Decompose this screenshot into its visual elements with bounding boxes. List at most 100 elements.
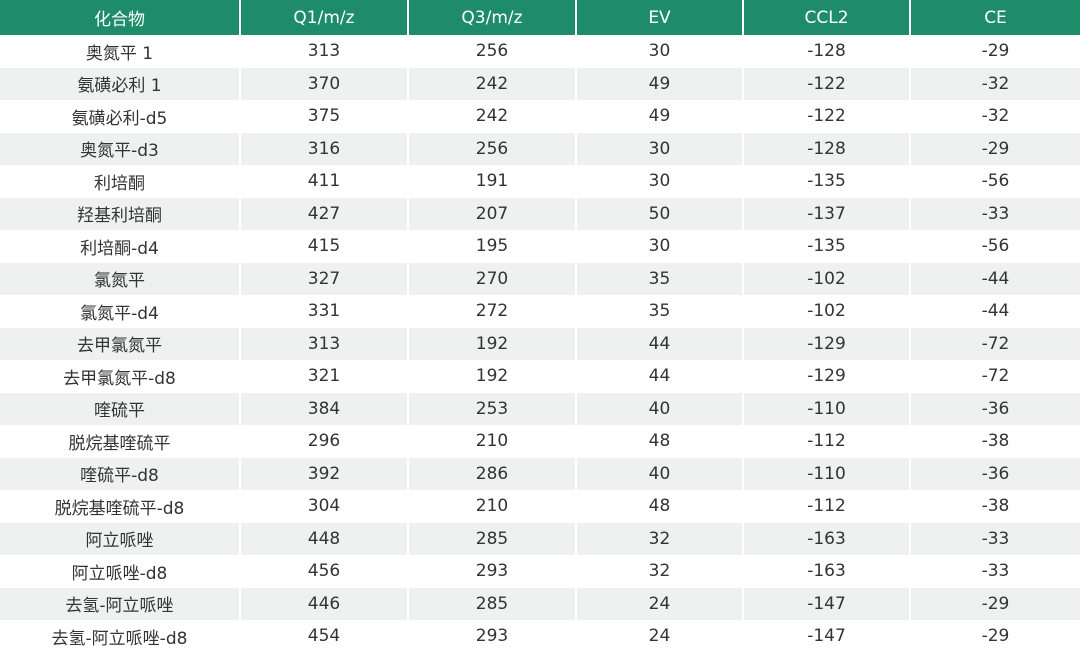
compound-cell: 去氢-阿立哌唑-d8 bbox=[51, 628, 188, 649]
value-cell: 50 bbox=[575, 197, 743, 230]
table-row: 阿立哌唑-d8 456 293 32 -163 -33 bbox=[0, 555, 1080, 588]
value-cell: -163 bbox=[742, 522, 910, 555]
compound-cell: 氯氮平 bbox=[0, 262, 240, 295]
value-cell: 293 bbox=[407, 620, 576, 653]
value-cell: 272 bbox=[407, 295, 576, 328]
value-cell: 454 bbox=[239, 620, 408, 653]
value-cell: -135 bbox=[742, 165, 910, 198]
header-cell: CE bbox=[909, 0, 1080, 35]
value-cell: -135 bbox=[742, 230, 910, 263]
value-cell: 256 bbox=[407, 35, 576, 68]
value-cell: 40 bbox=[575, 457, 743, 490]
value-cell: -110 bbox=[742, 457, 910, 490]
compound-cell: 羟基利培酮 bbox=[0, 197, 240, 230]
value-cell: 242 bbox=[407, 67, 576, 100]
compound-cell: 氨磺必利-d5 bbox=[71, 108, 168, 129]
value-cell: -147 bbox=[742, 620, 910, 653]
table-row: 脱烷基喹硫平-d8 304 210 48 -112 -38 bbox=[0, 490, 1080, 523]
header-row: 化合物 Q1/m/z Q3/m/z EV CCL2 CE bbox=[0, 0, 1080, 35]
compound-cell: 去氢-阿立哌唑 bbox=[0, 587, 240, 620]
value-cell: 35 bbox=[575, 262, 743, 295]
value-cell: 49 bbox=[575, 67, 743, 100]
value-cell: 296 bbox=[239, 425, 408, 458]
value-cell: 384 bbox=[239, 392, 408, 425]
compound-cell: 去甲氯氮平-d8 bbox=[63, 368, 176, 389]
value-cell: -29 bbox=[909, 587, 1080, 620]
table-row: 脱烷基喹硫平 296 210 48 -112 -38 bbox=[0, 425, 1080, 458]
value-cell: -163 bbox=[742, 555, 910, 588]
value-cell: 316 bbox=[239, 132, 408, 165]
value-cell: -56 bbox=[909, 165, 1080, 198]
value-cell: 270 bbox=[407, 262, 576, 295]
value-cell: -33 bbox=[909, 197, 1080, 230]
value-cell: -72 bbox=[909, 327, 1080, 360]
value-cell: -129 bbox=[742, 327, 910, 360]
value-cell: 446 bbox=[239, 587, 408, 620]
value-cell: -33 bbox=[909, 555, 1080, 588]
value-cell: -147 bbox=[742, 587, 910, 620]
value-cell: -56 bbox=[909, 230, 1080, 263]
table-row: 去氢-阿立哌唑 446 285 24 -147 -29 bbox=[0, 587, 1080, 620]
value-cell: 304 bbox=[239, 490, 408, 523]
table-row: 去氢-阿立哌唑-d8 454 293 24 -147 -29 bbox=[0, 620, 1080, 653]
compound-cell: 脱烷基喹硫平-d8 bbox=[54, 498, 185, 519]
value-cell: -137 bbox=[742, 197, 910, 230]
table-row: 利培酮-d4 415 195 30 -135 -56 bbox=[0, 230, 1080, 263]
value-cell: 44 bbox=[575, 360, 743, 393]
table-row: 氨磺必利 1 370 242 49 -122 -32 bbox=[0, 67, 1080, 100]
table-row: 奥氮平-d3 316 256 30 -128 -29 bbox=[0, 132, 1080, 165]
value-cell: 30 bbox=[575, 165, 743, 198]
value-cell: -102 bbox=[742, 262, 910, 295]
value-cell: 24 bbox=[575, 587, 743, 620]
value-cell: 370 bbox=[239, 67, 408, 100]
value-cell: 210 bbox=[407, 425, 576, 458]
value-cell: 392 bbox=[239, 457, 408, 490]
table-row: 氨磺必利-d5 375 242 49 -122 -32 bbox=[0, 100, 1080, 133]
value-cell: -29 bbox=[909, 132, 1080, 165]
table-body: 奥氮平 1 313 256 30 -128 -29 氨磺必利 1 370 242 49 -122 -3… bbox=[0, 35, 1080, 653]
value-cell: 256 bbox=[407, 132, 576, 165]
value-cell: 285 bbox=[407, 522, 576, 555]
compound-cell: 奥氮平-d3 bbox=[0, 132, 240, 165]
value-cell: 327 bbox=[239, 262, 408, 295]
value-cell: 192 bbox=[407, 327, 576, 360]
value-cell: 448 bbox=[239, 522, 408, 555]
value-cell: 35 bbox=[575, 295, 743, 328]
value-cell: -122 bbox=[742, 100, 910, 133]
compound-cell: 喹硫平-d8 bbox=[0, 457, 240, 490]
header-cell: CCL2 bbox=[742, 0, 910, 35]
table-row: 氯氮平 327 270 35 -102 -44 bbox=[0, 262, 1080, 295]
value-cell: -38 bbox=[909, 490, 1080, 523]
value-cell: 293 bbox=[407, 555, 576, 588]
compound-cell: 氯氮平-d4 bbox=[80, 303, 159, 324]
value-cell: 48 bbox=[575, 425, 743, 458]
value-cell: 313 bbox=[239, 35, 408, 68]
header-cell: Q1/m/z bbox=[239, 0, 408, 35]
value-cell: 48 bbox=[575, 490, 743, 523]
value-cell: -36 bbox=[909, 392, 1080, 425]
compound-cell: 喹硫平 bbox=[0, 392, 240, 425]
value-cell: 242 bbox=[407, 100, 576, 133]
value-cell: -38 bbox=[909, 425, 1080, 458]
value-cell: 286 bbox=[407, 457, 576, 490]
compound-cell: 利培酮-d4 bbox=[80, 238, 159, 259]
table-row: 去甲氯氮平 313 192 44 -129 -72 bbox=[0, 327, 1080, 360]
compound-cell: 阿立哌唑 bbox=[0, 522, 240, 555]
value-cell: -128 bbox=[742, 132, 910, 165]
table-row: 喹硫平-d8 392 286 40 -110 -36 bbox=[0, 457, 1080, 490]
table-row: 氯氮平-d4 331 272 35 -102 -44 bbox=[0, 295, 1080, 328]
value-cell: -112 bbox=[742, 490, 910, 523]
table-row: 利培酮 411 191 30 -135 -56 bbox=[0, 165, 1080, 198]
value-cell: 375 bbox=[239, 100, 408, 133]
value-cell: -72 bbox=[909, 360, 1080, 393]
header-cell: EV bbox=[575, 0, 743, 35]
value-cell: 44 bbox=[575, 327, 743, 360]
value-cell: -32 bbox=[909, 67, 1080, 100]
value-cell: -129 bbox=[742, 360, 910, 393]
value-cell: 253 bbox=[407, 392, 576, 425]
value-cell: 30 bbox=[575, 35, 743, 68]
compound-cell: 去甲氯氮平 bbox=[0, 327, 240, 360]
value-cell: 427 bbox=[239, 197, 408, 230]
